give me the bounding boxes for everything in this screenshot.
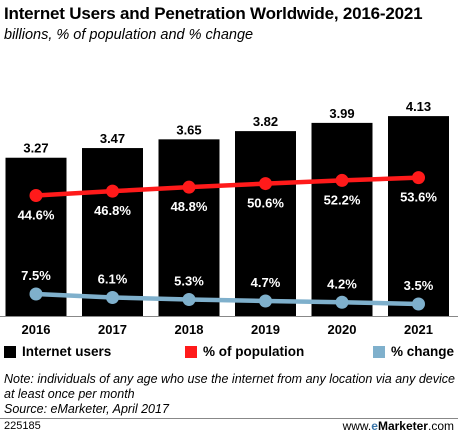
chart-legend: Internet users % of population % change (0, 344, 458, 364)
change-value-label: 3.5% (404, 278, 434, 293)
population-point (106, 184, 119, 198)
x-tick-label: 2017 (98, 322, 127, 337)
population-point (412, 171, 425, 185)
change-point (412, 297, 425, 311)
legend-swatch-population (185, 345, 197, 358)
change-value-label: 7.5% (21, 268, 51, 283)
change-value-label: 6.1% (98, 272, 128, 287)
x-tick-label: 2020 (328, 322, 357, 337)
chart-id: 225185 (4, 420, 41, 432)
brand-prefix: www. (342, 419, 372, 433)
footer-divider (0, 418, 458, 419)
change-point (106, 291, 119, 304)
change-point (182, 293, 196, 306)
change-value-label: 4.2% (327, 276, 357, 291)
bar-value-label: 3.82 (253, 114, 278, 129)
legend-label-users: Internet users (22, 344, 112, 359)
population-point (29, 189, 43, 202)
population-point (259, 177, 272, 191)
legend-label-population: % of population (203, 344, 305, 359)
legend-swatch-users (4, 345, 16, 358)
bar-value-label: 3.27 (23, 141, 48, 156)
source-text: Source: eMarketer, April 2017 (4, 402, 169, 416)
population-value-label: 46.8% (94, 203, 131, 218)
bar-2018 (158, 139, 220, 316)
bar-2020 (311, 122, 373, 316)
brand-suffix: .com (427, 419, 454, 433)
bar-2019 (235, 131, 296, 316)
population-line (35, 175, 419, 198)
legend-swatch-change (373, 345, 385, 358)
chart-subtitle: billions, % of population and % change (4, 27, 254, 43)
population-value-label: 50.6% (247, 196, 284, 211)
change-point (29, 287, 43, 301)
change-line (35, 291, 419, 307)
change-value-label: 4.7% (251, 275, 281, 290)
bar-2021 (388, 116, 449, 316)
legend-item-population: % of population (185, 344, 304, 359)
x-tick-label: 2021 (404, 322, 433, 337)
bar-value-label: 3.65 (176, 122, 201, 137)
population-point (182, 180, 196, 194)
bar-value-label: 3.99 (329, 106, 354, 121)
change-value-label: 5.3% (174, 274, 204, 289)
x-tick-label: 2016 (22, 322, 51, 337)
x-tick-label: 2018 (175, 322, 204, 337)
chart-title: Internet Users and Penetration Worldwide… (4, 4, 423, 23)
brand-name: Marketer (377, 419, 428, 433)
population-value-label: 44.6% (18, 208, 55, 223)
population-point (335, 173, 349, 187)
population-value-label: 53.6% (400, 190, 437, 205)
bar-value-label: 4.13 (406, 99, 431, 114)
change-point (259, 294, 272, 308)
bar-value-label: 3.47 (100, 131, 125, 146)
legend-item-users: Internet users (4, 344, 111, 359)
brand-logo: www.eMarketer.com (343, 419, 454, 433)
population-value-label: 52.2% (324, 192, 361, 207)
legend-label-change: % change (391, 344, 455, 359)
brand-e: e (371, 419, 378, 433)
population-value-label: 48.8% (171, 199, 208, 214)
chart-plot: 3.27 3.47 3.65 3.82 3.99 4.13 44.6% 46.8% 48.8% 5… (0, 99, 458, 337)
note-text: Note: individuals of any age who use the… (4, 372, 455, 401)
legend-item-change: % change (373, 344, 454, 359)
chart-note: Note: individuals of any age who use the… (4, 372, 456, 417)
x-tick-label: 2019 (251, 322, 280, 337)
bar-2017 (82, 148, 143, 316)
change-point (335, 295, 349, 309)
